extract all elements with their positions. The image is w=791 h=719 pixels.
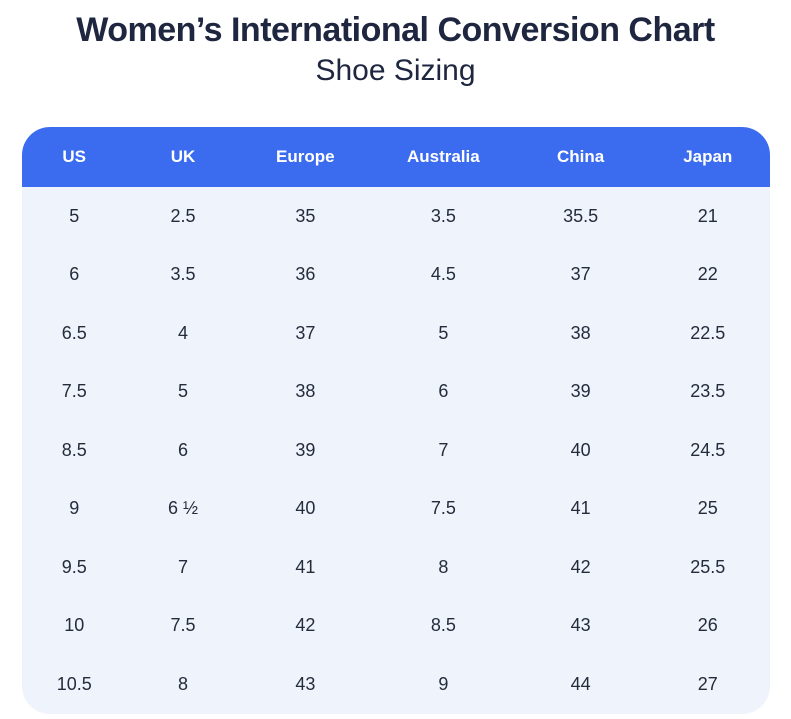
table-cell: 44 [570,673,591,694]
table-cell: 9.5 [61,556,87,577]
table-cell: 6 ½ [168,498,199,519]
column-header-china: China [556,147,605,166]
table-cell: 24.5 [690,439,726,460]
table-cell: 7.5 [430,498,456,519]
table-header-row: US UK Europe Australia China Japan [21,127,770,187]
table-cell: 9 [69,498,80,519]
column-header-japan: Japan [683,147,733,166]
table-cell: 37 [295,322,316,343]
table-cell: 5 [438,322,449,343]
column-header-us: US [62,147,87,166]
table-cell: 42 [295,615,316,636]
table-cell: 10.5 [56,673,92,694]
table-row: 6 3.5 36 4.5 37 22 [21,245,770,304]
table-cell: 4.5 [430,264,456,285]
table-cell: 8.5 [430,615,456,636]
page-subtitle: Shoe Sizing [315,54,476,87]
table-cell: 39 [295,439,316,460]
table-cell: 22.5 [690,322,726,343]
table-cell: 6 [69,264,80,285]
table-cell: 6 [438,381,449,402]
table-cell: 40 [295,498,316,519]
table-cell: 7 [178,556,189,577]
column-header-europe: Europe [276,147,335,166]
column-header-australia: Australia [406,147,480,166]
table-row: 10 7.5 42 8.5 43 26 [21,596,770,655]
table-cell: 35 [295,205,316,226]
table-cell: 8 [178,673,189,694]
table-cell: 38 [295,381,316,402]
table-cell: 39 [570,381,591,402]
table-cell: 43 [570,615,591,636]
table-cell: 27 [697,673,718,694]
table-cell: 7.5 [170,615,196,636]
table-row: 8.5 6 39 7 40 24.5 [21,421,770,480]
table-header: US UK Europe Australia China Japan [21,127,770,187]
table-cell: 8.5 [61,439,87,460]
table-cell: 21 [697,205,718,226]
table-cell: 9 [438,673,449,694]
page-header: Women’s International Conversion Chart S… [0,10,791,90]
table-cell: 3.5 [430,205,456,226]
table-cell: 4 [178,322,189,343]
table-cell: 38 [570,322,591,343]
table-cell: 23.5 [690,381,726,402]
column-header-uk: UK [170,147,196,166]
table-cell: 40 [570,439,591,460]
conversion-table: US UK Europe Australia China Japan 5 2.5 35 3.5 3… [21,127,770,714]
table-cell: 41 [570,498,591,519]
table-cell: 7 [438,439,449,460]
table-row: 10.5 8 43 9 44 27 [21,655,770,714]
table-cell: 5 [178,381,189,402]
table-cell: 26 [697,615,718,636]
table-cell: 25.5 [690,556,726,577]
table-cell: 42 [570,556,591,577]
table-cell: 6 [178,439,189,460]
table-cell: 22 [697,264,718,285]
table-row: 9.5 7 41 8 42 25.5 [21,538,770,597]
table-cell: 2.5 [170,205,196,226]
table-row: 5 2.5 35 3.5 35.5 21 [21,187,770,246]
table-cell: 35.5 [563,205,599,226]
table-cell: 3.5 [170,264,196,285]
table-cell: 37 [570,264,591,285]
table-cell: 41 [295,556,316,577]
table-cell: 36 [295,264,316,285]
table-cell: 8 [438,556,449,577]
table-row: 6.5 4 37 5 38 22.5 [21,304,770,363]
table-cell: 25 [697,498,718,519]
table-cell: 7.5 [61,381,87,402]
conversion-table-container: US UK Europe Australia China Japan 5 2.5 35 3.5 3… [21,127,770,714]
table-body: 5 2.5 35 3.5 35.5 21 6 3.5 36 4.5 37 22 6.5 4 37 5 38 22.… [21,187,770,714]
table-row: 9 6 ½ 40 7.5 41 25 [21,479,770,538]
table-cell: 10 [64,615,85,636]
table-cell: 6.5 [61,322,87,343]
page-title: Women’s International Conversion Chart [76,11,715,49]
table-cell: 5 [69,205,80,226]
table-row: 7.5 5 38 6 39 23.5 [21,362,770,421]
table-cell: 43 [295,673,316,694]
